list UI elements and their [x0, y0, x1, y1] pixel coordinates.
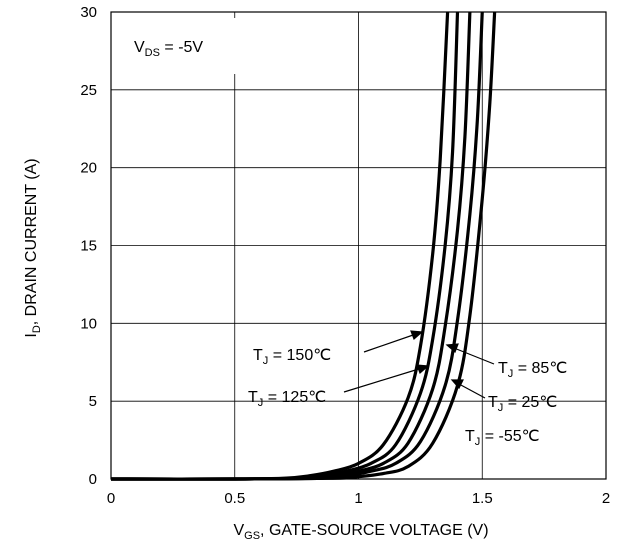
arrow-25 [458, 383, 486, 399]
series-label-25: TJ = 25℃ [488, 394, 557, 414]
condition-box-bg [119, 18, 251, 74]
arrow-head-150 [410, 330, 424, 341]
label-arrows [343, 330, 495, 399]
arrow-head-125 [416, 364, 430, 375]
series-label-125: TJ = 125℃ [248, 389, 326, 409]
arrow-head-25 [450, 379, 464, 390]
y-axis-title: ID, DRAIN CURRENT (A) [23, 158, 43, 337]
condition-label: VDS = -5V [134, 39, 203, 59]
arrow-150 [363, 333, 417, 353]
x-axis-title: VGS, GATE-SOURCE VOLTAGE (V) [233, 522, 488, 542]
series-label-150: TJ = 150℃ [253, 347, 331, 367]
x-tick-label: 0.5 [224, 490, 245, 507]
y-tick-label: 10 [80, 315, 97, 332]
series-label-85: TJ = 85℃ [498, 360, 567, 380]
plot-border [110, 11, 607, 480]
x-tick-label: 2 [602, 490, 610, 507]
grid [111, 12, 606, 479]
y-tick-label: 0 [89, 471, 97, 488]
series-label-neg55: TJ = -55℃ [465, 428, 540, 448]
y-tick-label: 20 [80, 160, 97, 177]
y-tick-label: 25 [80, 82, 97, 99]
arrow-85 [453, 347, 495, 365]
y-tick-label: 30 [80, 4, 97, 21]
y-tick-label: 5 [89, 393, 97, 410]
plot-frame [110, 11, 607, 480]
x-tick-label: 1.5 [472, 490, 493, 507]
x-tick-label: 1 [354, 490, 362, 507]
x-tick-label: 0 [107, 490, 115, 507]
series-labels: TJ = 150℃ TJ = 125℃ TJ = 85℃ TJ = 25℃ TJ… [248, 347, 567, 448]
y-tick-label: 15 [80, 238, 97, 255]
arrow-125 [343, 367, 423, 393]
condition-box: VDS = -5V [119, 18, 251, 74]
arrow-head-85 [445, 343, 459, 354]
